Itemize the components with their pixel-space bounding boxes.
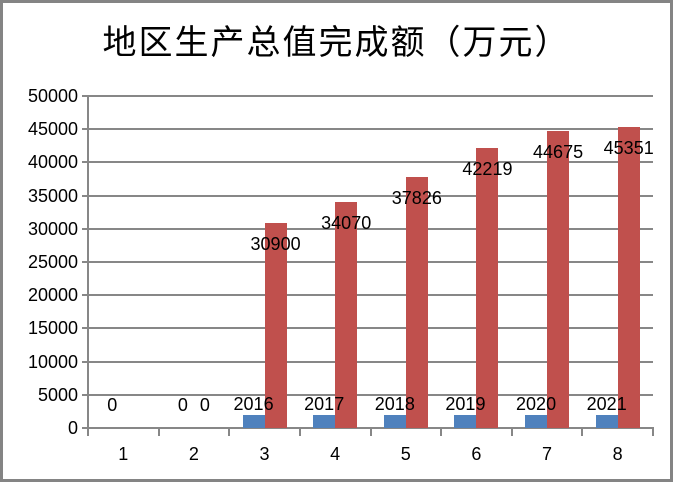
data-label-amount-series-cat3: 30900 (250, 233, 301, 254)
bar-year-series-cat6 (454, 414, 477, 428)
gridline (88, 95, 653, 97)
gridline (88, 261, 653, 263)
y-axis-tick-label: 30000 (27, 218, 78, 239)
bar-amount-series-cat3 (264, 222, 287, 428)
bar-amount-series-cat8 (617, 126, 640, 428)
gridline (88, 161, 653, 164)
data-label-year-series-cat6: 2019 (445, 393, 486, 414)
bar-year-series-cat7 (525, 414, 548, 428)
bar-year-series-cat8 (595, 414, 618, 428)
y-axis-tick (82, 95, 88, 97)
data-label-amount-series-cat2: 0 (199, 395, 210, 415)
data-label-year-series-cat1: 0 (107, 395, 118, 415)
bar-year-series-cat5 (383, 414, 406, 428)
x-axis-category-label: 6 (471, 444, 482, 464)
y-axis-tick-label: 50000 (27, 86, 78, 106)
y-axis-tick-label: 5000 (37, 384, 78, 405)
gridline (88, 360, 653, 363)
data-label-year-series-cat3: 2016 (233, 393, 274, 414)
data-label-amount-series-cat6: 42219 (462, 158, 513, 179)
bar-year-series-cat4 (313, 414, 336, 428)
data-label-year-series-cat8: 2021 (586, 393, 627, 414)
gridline (88, 128, 653, 131)
data-label-year-series-cat7: 2020 (516, 393, 557, 414)
x-axis-category-label: 3 (259, 444, 270, 464)
x-axis (87, 427, 654, 429)
data-label-amount-series-cat7: 44675 (533, 142, 584, 163)
y-axis-tick (82, 161, 88, 164)
gridline (88, 393, 653, 396)
y-axis-tick (82, 128, 88, 131)
plot-area: 0 5000 10000 15000 20000 25000 30000 35000 40000… (3, 3, 670, 479)
y-axis-tick-label: 25000 (27, 252, 78, 272)
x-axis-tick (369, 429, 372, 436)
y-axis-tick (82, 327, 88, 330)
gridline (88, 294, 653, 297)
data-label-year-series-cat2: 0 (177, 395, 188, 415)
y-axis-tick-label: 0 (67, 418, 78, 438)
x-axis-tick (157, 429, 160, 436)
x-axis-tick (581, 429, 584, 436)
y-axis-tick (82, 360, 88, 363)
bar-amount-series-cat5 (405, 176, 428, 428)
y-axis-tick (82, 261, 88, 263)
data-label-amount-series-cat4: 34070 (321, 212, 372, 233)
gridline (88, 227, 653, 230)
y-axis-tick (82, 194, 88, 197)
bar-amount-series-cat4 (335, 201, 358, 428)
y-axis-tick (82, 227, 88, 230)
x-axis-tick (298, 429, 301, 436)
x-axis-tick (510, 429, 513, 436)
x-axis-category-label: 8 (612, 444, 623, 464)
gridline (88, 194, 653, 197)
x-axis-tick (652, 429, 654, 436)
y-axis-tick (82, 294, 88, 297)
data-label-amount-series-cat5: 37826 (391, 187, 442, 208)
chart-title: 地区生产总值完成额（万元） (102, 25, 571, 62)
y-axis (87, 96, 89, 428)
gridline (88, 327, 653, 330)
y-axis-tick-label: 10000 (27, 351, 78, 372)
data-label-amount-series-cat8: 45351 (603, 137, 654, 158)
x-axis-tick (87, 429, 89, 436)
x-axis-category-label: 2 (188, 444, 199, 464)
data-label-year-series-cat4: 2017 (304, 393, 345, 414)
y-axis-tick-label: 45000 (27, 119, 78, 140)
bar-year-series-cat3 (242, 414, 265, 428)
bar-amount-series-cat6 (476, 147, 499, 428)
y-axis-tick (82, 393, 88, 396)
y-axis-tick-label: 35000 (27, 185, 78, 206)
bar-amount-series-cat7 (547, 131, 570, 428)
x-axis-category-label: 5 (400, 444, 411, 464)
y-axis-tick-label: 15000 (27, 318, 78, 339)
y-axis-tick (82, 427, 88, 429)
y-axis-tick-label: 20000 (27, 285, 78, 306)
y-axis-tick-label: 40000 (27, 152, 78, 173)
x-axis-category-label: 4 (330, 444, 341, 464)
x-axis-category-label: 7 (542, 444, 553, 464)
x-axis-tick (228, 429, 231, 436)
data-label-year-series-cat5: 2018 (374, 393, 415, 414)
x-axis-category-label: 1 (118, 444, 129, 464)
x-axis-tick (440, 429, 443, 436)
